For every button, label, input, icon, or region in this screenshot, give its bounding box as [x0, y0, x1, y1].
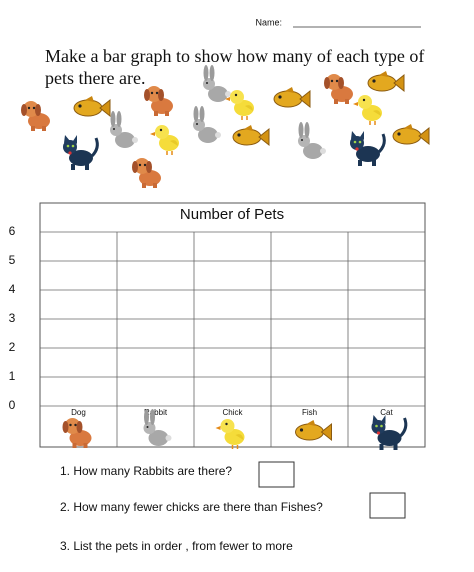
category-icon: [62, 418, 92, 448]
question: 2. How many fewer chicks are there than …: [60, 500, 323, 514]
y-label: 2: [9, 340, 16, 354]
y-label: 6: [9, 224, 16, 238]
category-label: Fish: [302, 408, 317, 417]
name-label: Name:: [255, 17, 282, 27]
y-label: 5: [9, 253, 16, 267]
category-icon: [370, 413, 408, 452]
category-label: Cat: [380, 408, 393, 417]
question: 3. List the pets in order , from fewer t…: [60, 539, 293, 553]
graph-title: Number of Pets: [180, 206, 284, 223]
category-label: Rabbit: [144, 408, 168, 417]
category-icon: [295, 419, 332, 441]
instruction-line: pets there are.: [45, 68, 145, 88]
y-label: 0: [9, 398, 16, 412]
y-label: 4: [9, 282, 16, 296]
category-label: Chick: [222, 408, 243, 417]
bar-graph: Number of Pets 0 1 2 3 4 5 6 Dog Rabbit Chick Fish…: [9, 202, 426, 452]
y-label: 1: [9, 369, 16, 383]
answer-box[interactable]: [258, 461, 295, 488]
instruction-line: Make a bar graph to show how many of eac…: [45, 46, 424, 66]
question: 1. How many Rabbits are there?: [60, 464, 232, 478]
answer-box[interactable]: [369, 492, 406, 519]
y-label: 3: [9, 311, 16, 325]
category-icon: [214, 418, 246, 450]
category-label: Dog: [71, 408, 86, 417]
